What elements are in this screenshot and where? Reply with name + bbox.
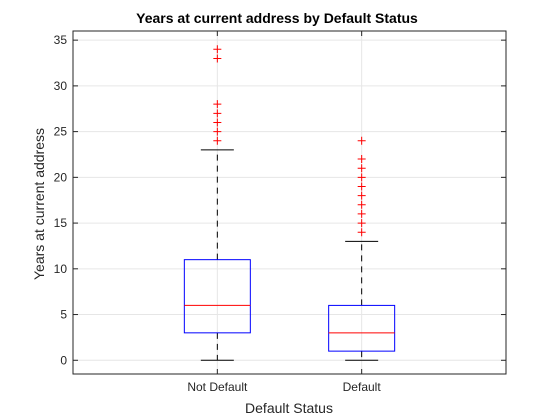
y-tick-label: 30 <box>54 79 68 93</box>
outlier-marker <box>213 54 222 63</box>
chart-title: Years at current address by Default Stat… <box>136 10 418 26</box>
outlier-marker <box>213 118 222 127</box>
grid-lines <box>73 31 506 374</box>
outlier-marker <box>357 191 366 200</box>
outlier-marker <box>357 155 366 164</box>
x-tick-label: Not Default <box>187 380 248 394</box>
box-iqr <box>328 304 396 352</box>
x-axis-label: Default Status <box>245 400 333 416</box>
outlier-marker <box>357 219 366 228</box>
box-group <box>183 45 251 361</box>
box-group <box>328 136 396 361</box>
box-plot-series <box>183 45 396 361</box>
outlier-marker <box>357 209 366 218</box>
outlier-marker <box>357 164 366 173</box>
y-tick-label: 20 <box>54 170 68 184</box>
y-tick-label: 35 <box>54 33 68 47</box>
outlier-marker <box>357 182 366 191</box>
outlier-marker <box>213 127 222 136</box>
y-tick-label: 0 <box>60 353 67 367</box>
plot-area-border <box>72 30 507 375</box>
y-tick-label: 5 <box>60 308 67 322</box>
y-axis-label: Years at current address <box>31 128 47 280</box>
x-tick-label: Default <box>343 380 382 394</box>
box-iqr <box>183 259 251 334</box>
outlier-marker <box>213 109 222 118</box>
y-tick-label: 15 <box>54 216 68 230</box>
outlier-marker <box>213 45 222 54</box>
outlier-marker <box>357 228 366 237</box>
outlier-marker <box>213 100 222 109</box>
y-tick-label: 10 <box>54 262 68 276</box>
outlier-marker <box>357 136 366 145</box>
outlier-marker <box>357 200 366 209</box>
outlier-marker <box>357 173 366 182</box>
y-tick-label: 25 <box>54 125 68 139</box>
outlier-marker <box>213 136 222 145</box>
axes: 0 5 10 15 20 25 30 35 Not Default Default <box>54 30 507 394</box>
